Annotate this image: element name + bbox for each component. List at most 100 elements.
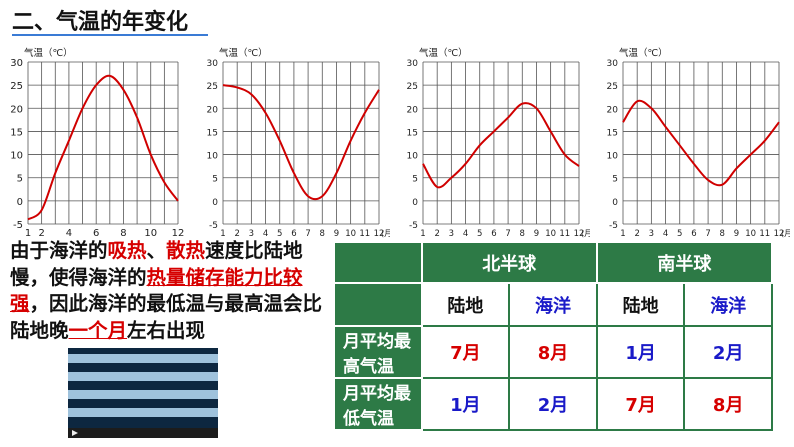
explanation-segment: 由于海洋的 <box>10 239 108 262</box>
x-tick-label: 9 <box>534 229 539 239</box>
title-underline <box>12 34 208 36</box>
explanation-segment: 吸热 <box>107 239 147 262</box>
x-tick-label: 2 <box>234 229 239 239</box>
x-tick-label: 8 <box>720 229 725 239</box>
y-tick-label: 30 <box>607 59 619 69</box>
header-north: 北半球 <box>420 241 598 284</box>
x-tick-label: 2 <box>38 228 44 239</box>
cell-min-south-ocean: 8月 <box>683 377 773 431</box>
y-axis-label: 气温（℃） <box>24 47 73 59</box>
video-frame-stripe <box>68 408 218 417</box>
video-controls-bar[interactable] <box>68 428 218 438</box>
y-tick-label: 5 <box>17 174 23 185</box>
y-tick-label: 25 <box>10 81 23 92</box>
y-tick-label: 20 <box>607 105 619 115</box>
y-tick-label: 25 <box>407 82 418 92</box>
cell-max-south-ocean: 2月 <box>683 325 773 379</box>
x-tick-label: 1 <box>25 228 31 239</box>
x-unit-label: (月) <box>581 229 590 238</box>
y-tick-label: 30 <box>10 58 23 69</box>
cell-min-south-land: 7月 <box>595 377 686 431</box>
x-tick-label: 10 <box>745 229 756 239</box>
x-tick-label: 4 <box>263 229 268 239</box>
row-label-max: 月平均最高气温 <box>333 325 423 379</box>
x-unit-label: (月) <box>781 229 790 238</box>
x-tick-label: 10 <box>545 229 556 239</box>
x-tick-label: 7 <box>505 229 510 239</box>
y-tick-label: 0 <box>412 198 418 208</box>
temperature-series-line <box>622 99 780 187</box>
y-tick-label: -5 <box>609 221 618 231</box>
x-tick-label: 5 <box>677 229 682 239</box>
cell-max-north-land: 7月 <box>420 325 511 379</box>
page-title: 二、气温的年变化 <box>12 10 189 35</box>
y-tick-label: 15 <box>10 127 23 138</box>
play-icon[interactable] <box>72 430 78 436</box>
x-tick-label: 4 <box>663 229 668 239</box>
y-tick-label: 0 <box>612 198 618 208</box>
x-tick-label: 8 <box>120 228 126 239</box>
header-north-land: 陆地 <box>420 282 511 327</box>
table-corner <box>333 282 423 327</box>
x-tick-label: 6 <box>491 229 496 239</box>
header-south-land: 陆地 <box>595 282 686 327</box>
y-axis-label: 气温（℃） <box>219 47 268 59</box>
y-tick-label: -5 <box>13 220 23 231</box>
x-tick-label: 9 <box>334 229 339 239</box>
x-tick-label: 6 <box>93 228 99 239</box>
explanation-text: 由于海洋的吸热、散热速度比陆地慢，使得海洋的热量储存能力比较强，因此海洋的最低温… <box>10 238 328 344</box>
y-tick-label: 15 <box>407 128 418 138</box>
x-tick-label: 3 <box>249 229 254 239</box>
x-tick-label: 11 <box>759 229 770 239</box>
table-corner <box>333 241 423 284</box>
cell-min-north-land: 1月 <box>420 377 511 431</box>
cell-min-north-ocean: 2月 <box>508 377 598 431</box>
x-tick-label: 8 <box>520 229 525 239</box>
line-chart-svg: -5 0 5 10 15 20 25 30 1 2 4 6 8 10 12 气温（℃） <box>10 47 185 239</box>
y-tick-label: -5 <box>209 221 218 231</box>
x-tick-label: 12 <box>172 228 185 239</box>
y-axis-label: 气温（℃） <box>619 47 668 59</box>
video-player[interactable] <box>68 348 218 438</box>
cell-max-south-land: 1月 <box>595 325 686 379</box>
x-tick-label: 2 <box>434 229 439 239</box>
temperature-series-line <box>422 102 580 189</box>
y-tick-label: 25 <box>607 82 618 92</box>
x-tick-label: 3 <box>649 229 654 239</box>
y-tick-label: 0 <box>212 198 218 208</box>
temperature-series-line <box>27 74 179 221</box>
explanation-segment: 左右出现 <box>127 318 206 342</box>
x-tick-label: 5 <box>477 229 482 239</box>
x-tick-label: 1 <box>420 229 425 239</box>
temperature-series-line <box>222 84 380 201</box>
y-tick-label: -5 <box>409 221 418 231</box>
header-south: 南半球 <box>595 241 774 284</box>
y-tick-label: 5 <box>612 175 618 185</box>
video-frame-stripe <box>68 390 218 399</box>
x-tick-label: 1 <box>620 229 625 239</box>
explanation-segment: ，因此海洋的最低温与最高温会比陆地晚 <box>10 292 323 342</box>
y-tick-label: 10 <box>607 152 619 162</box>
row-label-min: 月平均最低气温 <box>333 377 423 431</box>
explanation-segment: 一个月 <box>68 318 128 342</box>
y-tick-label: 15 <box>607 128 618 138</box>
y-axis-label: 气温（℃） <box>419 47 468 59</box>
y-tick-label: 5 <box>212 175 218 185</box>
y-tick-label: 0 <box>17 197 23 208</box>
x-tick-label: 12 <box>374 229 385 239</box>
y-tick-label: 30 <box>407 59 419 69</box>
x-tick-label: 8 <box>320 229 325 239</box>
video-frame-stripe <box>68 354 218 363</box>
y-tick-label: 20 <box>10 104 23 115</box>
header-south-ocean: 海洋 <box>683 282 773 327</box>
x-tick-label: 9 <box>734 229 739 239</box>
y-tick-label: 5 <box>412 175 418 185</box>
y-tick-label: 25 <box>207 82 218 92</box>
explanation-segment: 散热 <box>166 239 206 262</box>
explanation-segment: 热量储存能力比较强 <box>10 265 303 316</box>
y-tick-label: 10 <box>10 151 23 162</box>
